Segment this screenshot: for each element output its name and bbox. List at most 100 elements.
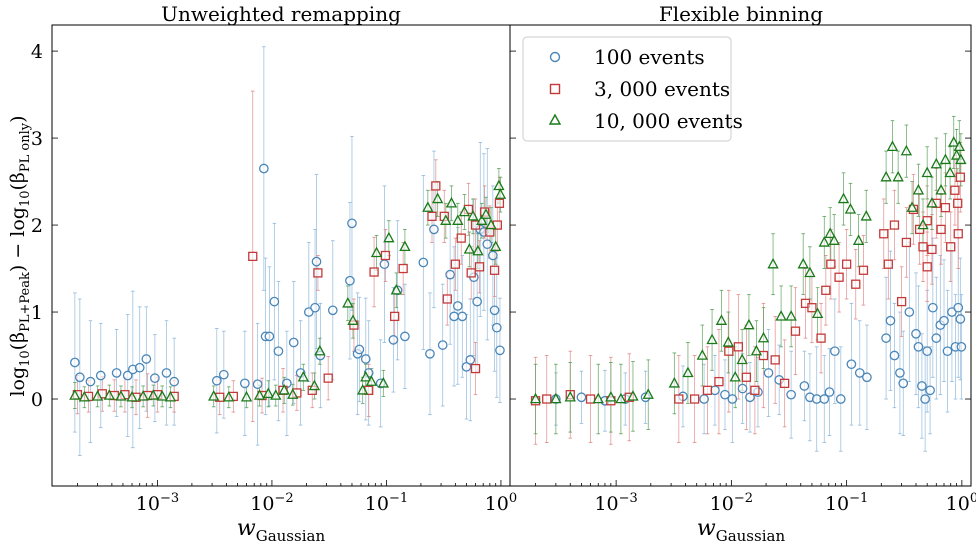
data-point-circle	[400, 331, 410, 342]
data-point-square	[780, 378, 790, 389]
data-point-triangle	[564, 390, 576, 402]
right-panel-title: Flexible binning	[659, 2, 823, 26]
data-point-circle	[388, 335, 399, 345]
data-point-circle	[379, 259, 390, 270]
data-point-triangle	[452, 214, 464, 225]
data-point-triangle	[463, 243, 476, 254]
data-point-triangle	[668, 376, 681, 388]
data-point-triangle	[493, 179, 505, 191]
data-point-circle	[161, 368, 172, 378]
data-point-square	[901, 237, 912, 248]
data-point-triangle	[880, 170, 892, 182]
data-point-triangle	[696, 349, 709, 360]
data-point-circle	[449, 311, 459, 322]
data-point-square	[922, 262, 932, 272]
data-point-circle	[269, 296, 280, 307]
data-point-triangle	[757, 331, 770, 343]
data-point-triangle	[917, 218, 929, 230]
data-point-circle	[763, 368, 774, 378]
legend-box	[522, 36, 732, 142]
x-tick-label: 100	[485, 491, 517, 515]
data-point-square	[936, 224, 946, 235]
data-point-triangle	[270, 389, 282, 400]
data-point-triangle	[750, 344, 763, 356]
data-point-triangle	[342, 296, 354, 308]
data-point-square	[821, 285, 831, 295]
data-point-circle	[252, 379, 263, 390]
data-point-circle	[913, 341, 924, 352]
series-circle-points	[551, 302, 967, 406]
data-point-triangle	[314, 344, 326, 356]
y-tick-label: 4	[31, 41, 43, 63]
x-tick-label: 10−3	[594, 491, 637, 515]
data-point-triangle	[852, 234, 865, 245]
data-point-circle	[218, 369, 229, 380]
left-x-axis-label: wGaussian	[237, 516, 326, 545]
data-point-triangle	[627, 390, 639, 401]
data-point-circle	[452, 301, 463, 311]
data-point-triangle	[886, 140, 899, 152]
data-point-triangle	[550, 392, 562, 404]
data-point-circle	[898, 378, 909, 389]
data-point-triangle	[828, 234, 840, 245]
right-plot-area	[529, 115, 967, 452]
data-point-square	[674, 394, 684, 404]
data-point-square	[807, 303, 817, 313]
right-x-axis-label: wGaussian	[697, 516, 786, 545]
data-point-triangle	[490, 240, 502, 252]
series-circle-points	[70, 163, 505, 390]
data-point-triangle	[383, 231, 395, 243]
data-point-circle	[418, 257, 429, 268]
y-tick-label: 3	[31, 128, 43, 150]
data-point-square	[790, 326, 801, 336]
data-point-triangle	[912, 183, 925, 195]
data-point-square	[431, 181, 441, 191]
data-point-triangle	[494, 188, 507, 199]
data-point-circle	[942, 346, 953, 357]
data-point-triangle	[458, 205, 471, 217]
data-point-triangle	[953, 140, 965, 152]
data-point-triangle	[797, 257, 809, 269]
legend-triangle-marker	[548, 113, 562, 125]
data-point-square	[883, 259, 893, 269]
data-point-circle	[925, 385, 935, 396]
data-point-triangle	[824, 227, 836, 239]
data-point-triangle	[156, 390, 168, 401]
legend-label-10000: 10, 000 events	[594, 109, 743, 133]
data-point-square	[702, 385, 713, 395]
legend-label-100: 100 events	[594, 45, 705, 69]
data-point-triangle	[930, 157, 942, 169]
data-point-square	[466, 268, 476, 278]
data-point-square	[470, 363, 481, 374]
data-point-triangle	[360, 370, 372, 382]
data-point-square	[950, 185, 960, 195]
data-point-circle	[928, 302, 938, 313]
y-axis-label: log10(βPL+Peak) − log10(βPL only)	[7, 115, 33, 396]
data-point-circle	[273, 346, 284, 357]
data-point-triangle	[356, 383, 369, 395]
data-point-triangle	[253, 389, 266, 400]
data-point-circle	[310, 302, 320, 313]
data-point-circle	[150, 373, 160, 383]
data-point-circle	[425, 348, 435, 359]
data-point-triangle	[365, 375, 378, 386]
data-point-circle	[122, 370, 133, 381]
data-point-square	[689, 394, 700, 404]
data-point-triangle	[103, 389, 116, 400]
data-point-square	[816, 333, 826, 343]
data-point-triangle	[476, 214, 488, 225]
data-point-circle	[956, 341, 967, 352]
data-point-triangle	[115, 390, 127, 401]
data-point-circle	[482, 239, 493, 250]
data-point-circle	[846, 359, 857, 370]
data-point-square	[955, 172, 965, 182]
data-point-triangle	[811, 307, 824, 319]
data-point-triangle	[706, 333, 718, 345]
data-point-circle	[885, 315, 896, 326]
data-point-circle	[264, 331, 275, 342]
data-point-square	[470, 220, 481, 230]
data-point-circle	[953, 302, 964, 313]
data-point-triangle	[370, 246, 383, 258]
data-point-circle	[457, 311, 468, 322]
